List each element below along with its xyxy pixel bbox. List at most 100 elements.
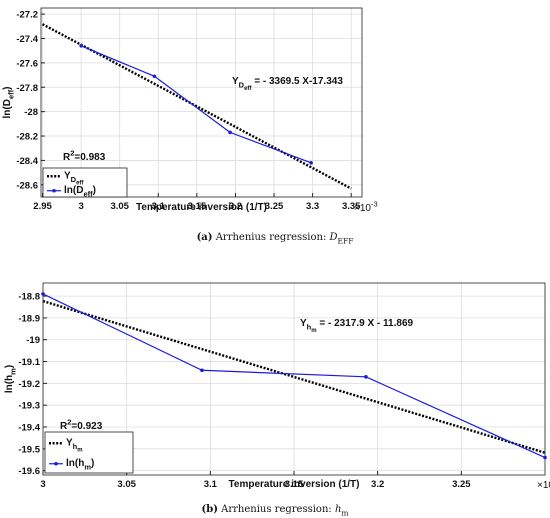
equation-part: m (311, 328, 316, 334)
legend-marker (52, 188, 56, 193)
data-point (309, 161, 313, 165)
y-tick-label: -27.6 (16, 58, 38, 69)
y-tick-label: -28.6 (16, 180, 38, 191)
legend-box (42, 167, 128, 198)
legend-label: ln(Deff) (64, 185, 96, 199)
x-axis-label: Temperature inversion (1/T) (229, 479, 360, 490)
legend-label-part: ln(h (66, 458, 84, 469)
caption-part: Arrhenius regression: (218, 504, 335, 515)
y-tick-label: -27.8 (16, 83, 38, 94)
series-line (42, 299, 546, 454)
y-axis-label-part: eff (7, 89, 16, 99)
legend-label-part: eff (76, 180, 84, 186)
x-axis-label: Temperature inversion (1/T) (136, 202, 267, 213)
x-multiplier: ×10-3 (537, 477, 550, 492)
y-axis-label-part: ) (4, 365, 15, 368)
legend-label-part: ln(D (64, 185, 83, 196)
y-tick-label: -19.5 (18, 444, 40, 455)
y-axis-label-group: ln(Deff) (2, 87, 16, 119)
x-tick-label: 3.15 (285, 479, 304, 490)
equation-part: = - 3369.5 X-17.343 (251, 76, 343, 87)
y-tick-label: -19.1 (18, 357, 40, 368)
y-tick-label: -27.4 (16, 34, 38, 45)
legend-label-part: ) (93, 185, 96, 196)
legend-label: Yhm (66, 437, 83, 453)
x-tick-label: 3.3 (306, 201, 319, 212)
x-tick-label: 3.2 (229, 201, 242, 212)
legend-label-part: Y (64, 170, 71, 181)
y-tick-label: -18.9 (18, 313, 40, 324)
legend-label-part: h (73, 442, 78, 451)
x-tick-label: 3.35 (342, 201, 361, 212)
legend-label-part: m (77, 447, 82, 453)
y-axis-label-part: ) (2, 87, 13, 90)
caption-part: (a) (197, 232, 213, 243)
y-tick-label: -28.2 (16, 132, 38, 143)
plot-frame (40, 7, 363, 198)
equation: YDeff = - 3369.5 X-17.343 (232, 76, 343, 92)
x-multiplier-part: -3 (371, 200, 378, 209)
y-axis-label-part: ln(h (4, 375, 15, 393)
x-tick-label: 3 (40, 479, 45, 490)
x-multiplier-part: ×10 (537, 480, 550, 491)
legend-box (44, 431, 134, 474)
data-point (200, 368, 204, 373)
equation-part: eff (244, 86, 252, 92)
y-axis-label-part: m (9, 368, 18, 375)
r-squared-part: R (60, 421, 68, 432)
r-squared-part: =0.923 (71, 421, 102, 432)
x-multiplier-part: ×10 (354, 203, 371, 214)
x-tick-label: 3.05 (117, 479, 136, 490)
x-tick-label: 3.25 (265, 201, 284, 212)
y-axis-label: ln(Deff) (2, 87, 16, 119)
y-tick-label: -19.6 (18, 466, 40, 477)
equation-part: h (307, 323, 312, 332)
caption: (a) Arrhenius regression: DEFF (197, 232, 354, 246)
y-axis-label: ln(hm) (4, 365, 18, 393)
legend-label-part: eff (83, 189, 93, 198)
caption-part: h (335, 504, 341, 515)
y-tick-label: -19.3 (18, 401, 40, 412)
r-squared-part: =0.983 (74, 152, 105, 163)
r-squared: R2=0.923 (60, 418, 103, 433)
y-tick-label: -19.4 (18, 423, 40, 434)
data-point (152, 74, 157, 79)
series-line (42, 293, 546, 459)
data-point (364, 375, 368, 379)
y-axis-label-part: ln(D (2, 99, 13, 118)
legend-label-part: D (71, 175, 77, 184)
x-tick-label: 3.05 (110, 201, 129, 212)
y-tick-label: -19.2 (18, 379, 40, 390)
legend-label-part: Y (66, 437, 73, 448)
x-tick-label: 3.1 (152, 201, 166, 212)
equation: Yhm = - 2317.9 X - 11.869 (300, 318, 414, 334)
data-point (543, 455, 547, 460)
y-tick-label: -27.2 (16, 10, 38, 21)
x-tick-label: 2.95 (33, 201, 52, 212)
legend-label: ln(hm) (66, 458, 94, 472)
x-tick-label: 3.15 (188, 201, 207, 212)
r-squared: R2=0.983 (63, 149, 106, 164)
equation-part: = - 2317.9 X - 11.869 (317, 318, 414, 329)
caption-part: (b) (201, 504, 217, 515)
x-multiplier: ×10-3 (354, 200, 378, 215)
equation-part: Y (300, 318, 307, 329)
equation-part: D (239, 81, 245, 90)
x-tick-label: 3 (78, 201, 83, 212)
legend-marker (54, 461, 58, 466)
r-squared-part: 2 (70, 149, 74, 158)
legend-label: YDeff (64, 170, 84, 186)
caption-part: Arrhenius regression: (213, 232, 330, 243)
caption: (b) Arrhenius regression: hm (201, 504, 348, 518)
y-tick-label: -28.4 (16, 156, 38, 167)
r-squared-part: 2 (67, 418, 71, 427)
r-squared-part: R (63, 152, 71, 163)
x-tick-label: 3.1 (204, 479, 218, 490)
caption-part: m (341, 509, 348, 518)
x-tick-label: 3.2 (371, 479, 384, 490)
equation-part: Y (232, 76, 239, 87)
legend-label-part: m (84, 462, 91, 471)
data-point (79, 44, 83, 48)
x-tick-label: 3.25 (452, 479, 471, 490)
